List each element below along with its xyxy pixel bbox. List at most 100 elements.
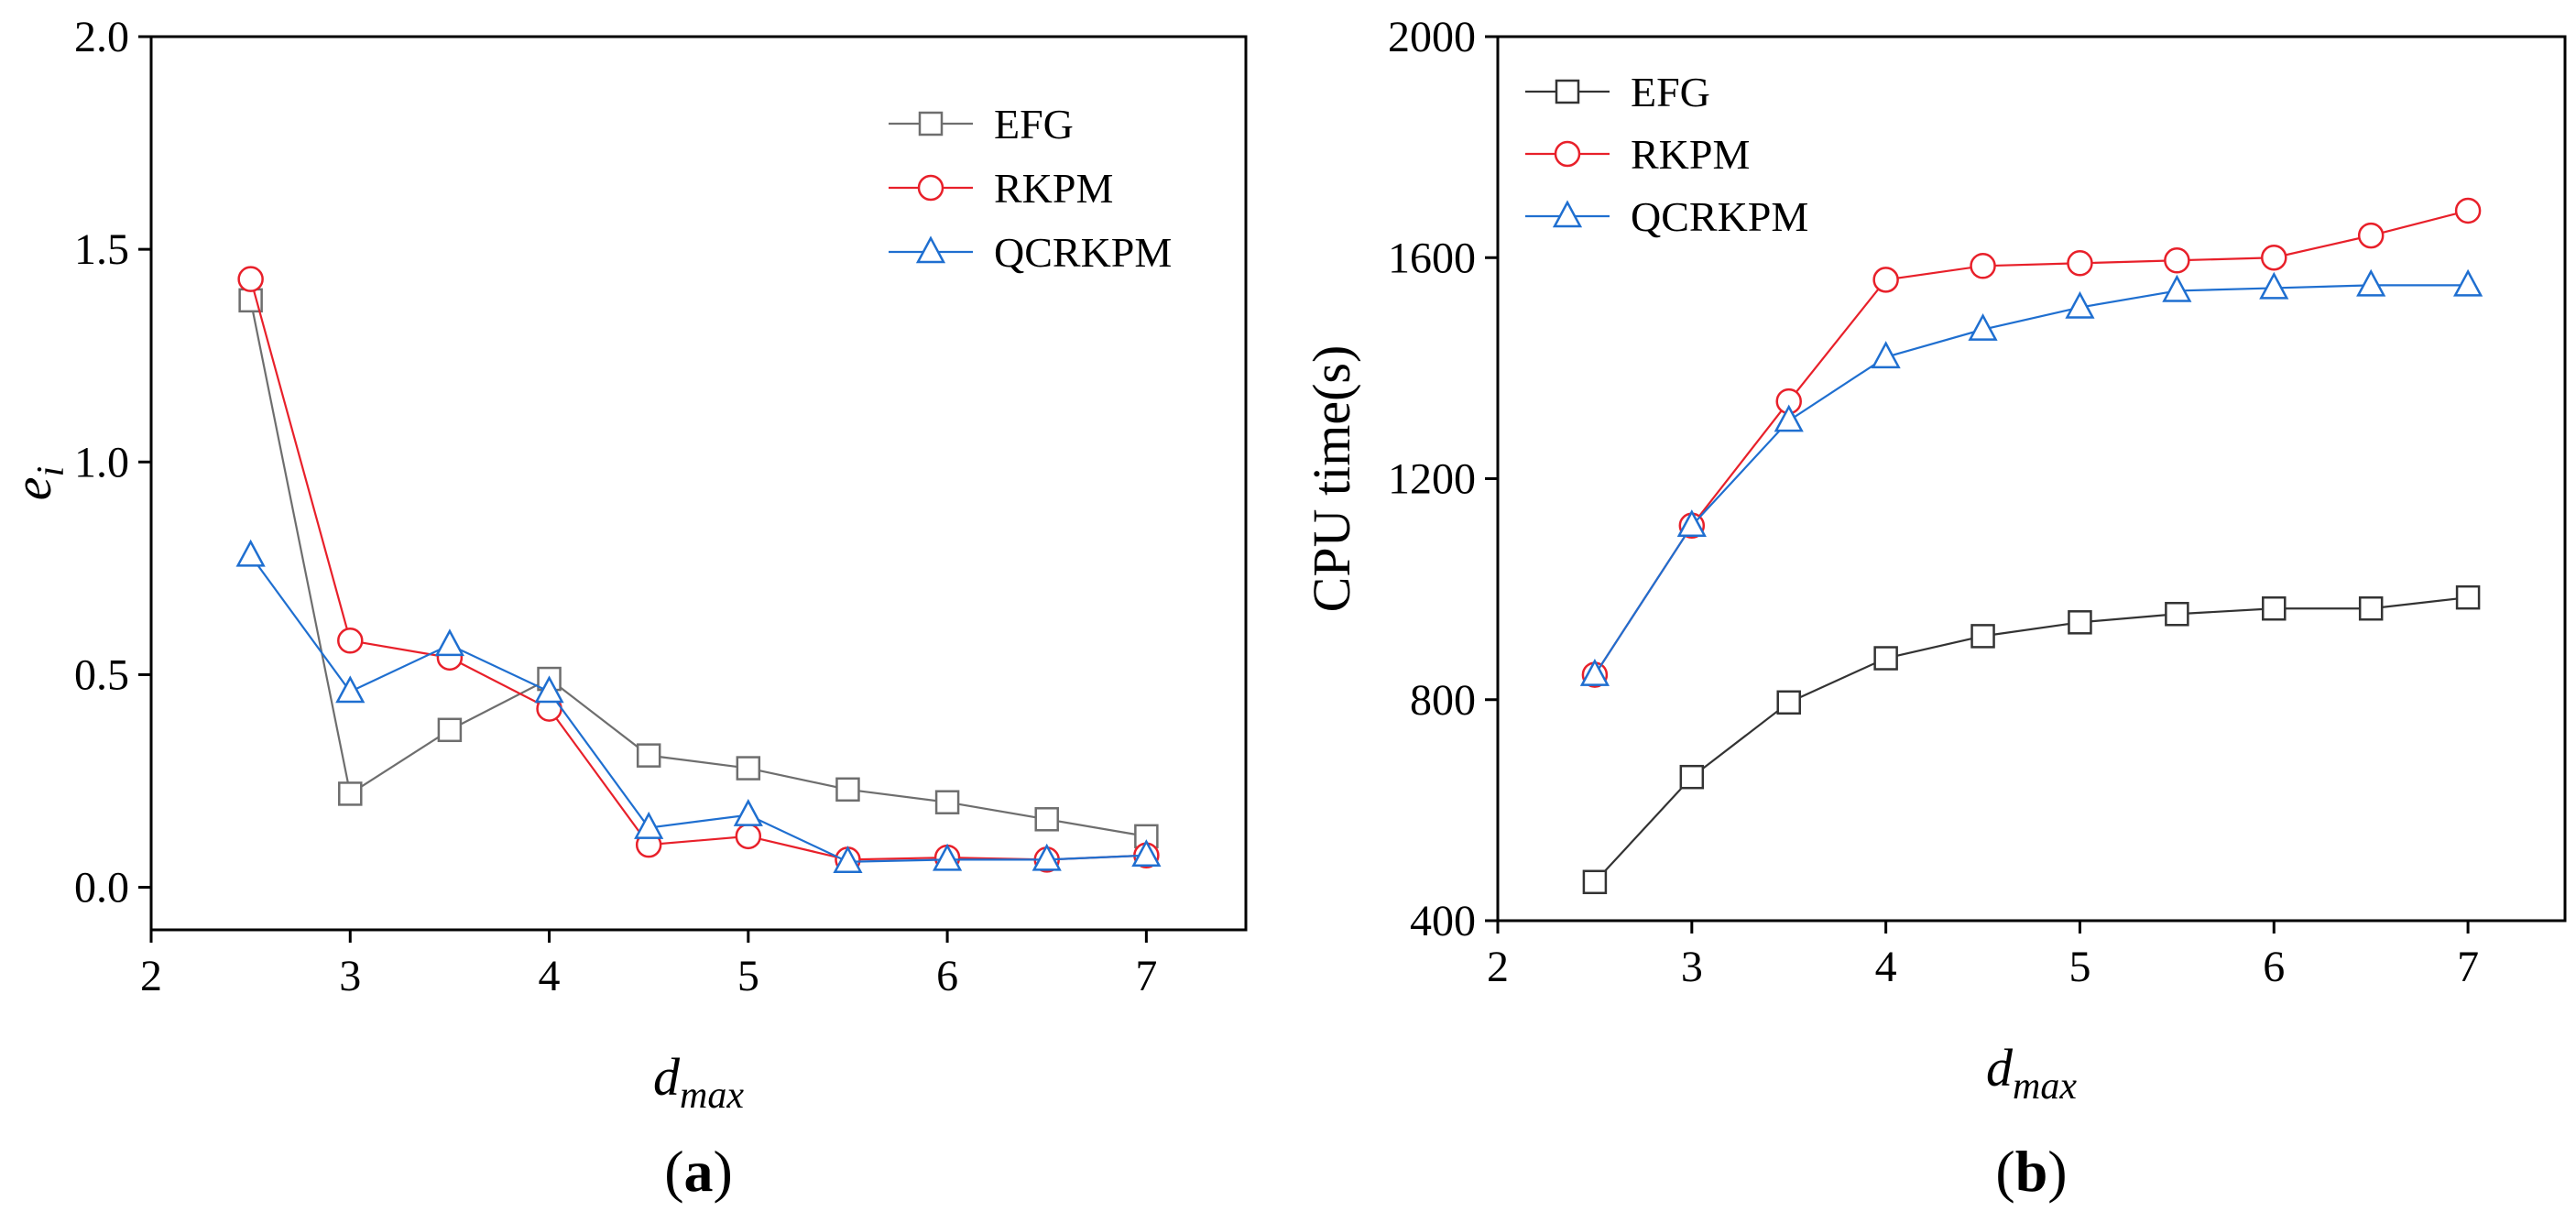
legend-item-rkpm: RKPM xyxy=(1525,131,1750,178)
x-tick-label: 3 xyxy=(339,952,361,1000)
data-point-efg xyxy=(636,743,661,768)
x-axis-title: dmax xyxy=(653,1047,744,1117)
x-tick-label: 7 xyxy=(2457,943,2479,991)
legend-label: QCRKPM xyxy=(994,229,1172,276)
series-line-efg xyxy=(249,300,1147,837)
legend-marker xyxy=(917,174,944,202)
series-line-rkpm xyxy=(249,278,1147,861)
series-qcrkpm xyxy=(235,539,1162,873)
legend-marker xyxy=(1554,140,1581,168)
y-tick-label: 800 xyxy=(1410,676,1476,725)
data-point-qcrkpm xyxy=(2162,274,2192,302)
series-line-efg xyxy=(1594,596,2469,883)
data-point-qcrkpm xyxy=(1774,404,1804,432)
panel-label-letter: a xyxy=(684,1139,714,1204)
data-point-qcrkpm xyxy=(2452,268,2483,297)
data-point-rkpm xyxy=(1970,253,1996,279)
legend-item-qcrkpm: QCRKPM xyxy=(1525,193,1808,240)
data-point-qcrkpm xyxy=(1031,843,1062,871)
y-axis-title-subscript: i xyxy=(30,466,72,477)
legend-label: EFG xyxy=(1631,69,1710,115)
legend-marker xyxy=(915,235,946,264)
legend-marker xyxy=(1555,79,1580,104)
series-line-qcrkpm xyxy=(249,554,1147,863)
y-tick-label: 1200 xyxy=(1388,455,1476,504)
data-point-efg xyxy=(437,717,463,743)
data-point-qcrkpm xyxy=(1676,509,1707,538)
data-point-qcrkpm xyxy=(434,628,465,657)
legend-item-rkpm: RKPM xyxy=(889,165,1113,212)
data-point-efg xyxy=(2068,610,2092,635)
series-rkpm xyxy=(1581,197,2482,688)
y-tick-label: 0.5 xyxy=(74,650,129,699)
data-point-qcrkpm xyxy=(534,675,564,704)
data-point-qcrkpm xyxy=(634,811,664,839)
x-tick-label: 2 xyxy=(140,952,162,1000)
legend-marker xyxy=(918,111,944,136)
data-point-efg xyxy=(1679,764,1705,790)
x-tick-label: 3 xyxy=(1681,943,1703,991)
x-axis-title-subscript: max xyxy=(2013,1065,2077,1108)
plot-frame xyxy=(149,35,1248,932)
data-point-qcrkpm xyxy=(1968,313,1998,341)
data-point-efg xyxy=(934,790,960,814)
y-tick-label: 2000 xyxy=(1388,13,1476,61)
data-point-qcrkpm xyxy=(1871,341,1901,369)
data-point-rkpm xyxy=(337,628,364,654)
data-point-efg xyxy=(338,781,363,806)
data-point-efg xyxy=(736,756,761,781)
series-rkpm xyxy=(237,266,1160,873)
data-point-qcrkpm xyxy=(235,539,266,567)
data-point-rkpm xyxy=(2067,250,2093,277)
data-point-rkpm xyxy=(237,266,264,292)
data-point-efg xyxy=(1873,646,1898,671)
data-point-qcrkpm xyxy=(335,675,366,704)
legend-item-qcrkpm: QCRKPM xyxy=(889,229,1172,276)
legend-label: RKPM xyxy=(994,165,1113,212)
y-tick-label: 1600 xyxy=(1388,234,1476,282)
x-tick-label: 6 xyxy=(936,952,958,1000)
y-axis-title: CPU time(s) xyxy=(1302,345,1361,613)
y-tick-label: 2.0 xyxy=(74,13,129,61)
data-point-qcrkpm xyxy=(2065,290,2095,319)
data-point-rkpm xyxy=(1872,267,1899,293)
y-axis-title: ei xyxy=(3,466,72,500)
x-tick-label: 7 xyxy=(1135,952,1157,1000)
legend: EFG RKPM QCRKPM xyxy=(889,101,1172,276)
data-point-efg xyxy=(2455,584,2481,610)
data-point-efg xyxy=(1582,869,1608,895)
x-tick-label: 4 xyxy=(1875,943,1897,991)
x-tick-label: 5 xyxy=(2068,943,2090,991)
data-point-rkpm xyxy=(2261,245,2287,271)
chart-panel-b: 2 3 4 5 6 7 400 800 1200 1600 2000 dmax CPU time(s) E… xyxy=(1302,13,2567,1204)
x-axis-title: dmax xyxy=(1986,1038,2077,1108)
chart-panel-a: 2 3 4 5 6 7 0.0 0.5 1.0 1.5 2.0 dmax ei EFG RKPM QCRKPM… xyxy=(3,13,1248,1204)
y-tick-label: 0.0 xyxy=(74,864,129,912)
data-point-rkpm xyxy=(2357,222,2385,249)
y-tick-label: 1.5 xyxy=(74,225,129,274)
data-point-efg xyxy=(835,777,860,803)
x-tick-label: 5 xyxy=(737,952,759,1000)
panel-label-open: ( xyxy=(1995,1139,2014,1204)
series-efg xyxy=(238,288,1159,849)
panel-label-close: ) xyxy=(714,1139,733,1204)
data-point-qcrkpm xyxy=(932,843,963,871)
x-tick-label: 4 xyxy=(539,952,561,1000)
legend-label: EFG xyxy=(994,101,1074,147)
data-point-efg xyxy=(2262,595,2287,621)
panel-label: (a) xyxy=(664,1139,733,1204)
x-axis-title-main: d xyxy=(653,1047,681,1107)
legend-item-efg: EFG xyxy=(889,101,1074,147)
data-point-efg xyxy=(1776,690,1801,715)
legend: EFG RKPM QCRKPM xyxy=(1525,69,1808,240)
series-efg xyxy=(1582,584,2481,895)
data-point-qcrkpm xyxy=(1579,658,1610,686)
data-point-efg xyxy=(2358,595,2384,621)
data-point-qcrkpm xyxy=(2259,271,2289,300)
data-point-qcrkpm xyxy=(733,799,763,826)
x-tick-label: 6 xyxy=(2263,943,2285,991)
x-axis-title-main: d xyxy=(1986,1038,2014,1097)
panel-label-open: ( xyxy=(664,1139,683,1204)
data-point-qcrkpm xyxy=(1131,839,1162,867)
legend-marker xyxy=(1552,200,1583,228)
